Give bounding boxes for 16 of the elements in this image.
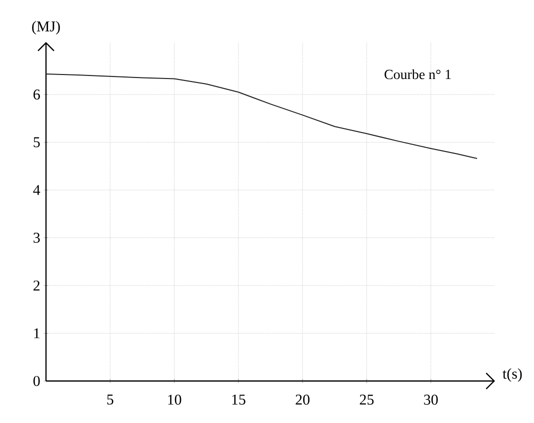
y-tick-label: 6: [34, 90, 40, 100]
y-tick-label: 5: [34, 137, 40, 148]
x-tick-label: 10: [168, 394, 182, 405]
x-tick-label: 25: [360, 394, 374, 405]
y-tick-label: 0: [33, 376, 40, 386]
x-tick-label: 20: [296, 394, 310, 405]
y-tick-label: 3: [34, 232, 40, 243]
x-tick-label: 30: [424, 394, 438, 405]
y-axis-title: (MJ): [32, 20, 60, 34]
annotation: Courbe n° 1: [384, 69, 451, 80]
x-tick-label: 15: [232, 394, 246, 405]
x-tick-label: 5: [107, 394, 114, 405]
y-tick-label: 1: [34, 328, 40, 338]
x-axis-title: t(s): [502, 368, 522, 382]
y-tick-label: 2: [34, 280, 40, 290]
y-tick-label: 4: [33, 185, 40, 195]
